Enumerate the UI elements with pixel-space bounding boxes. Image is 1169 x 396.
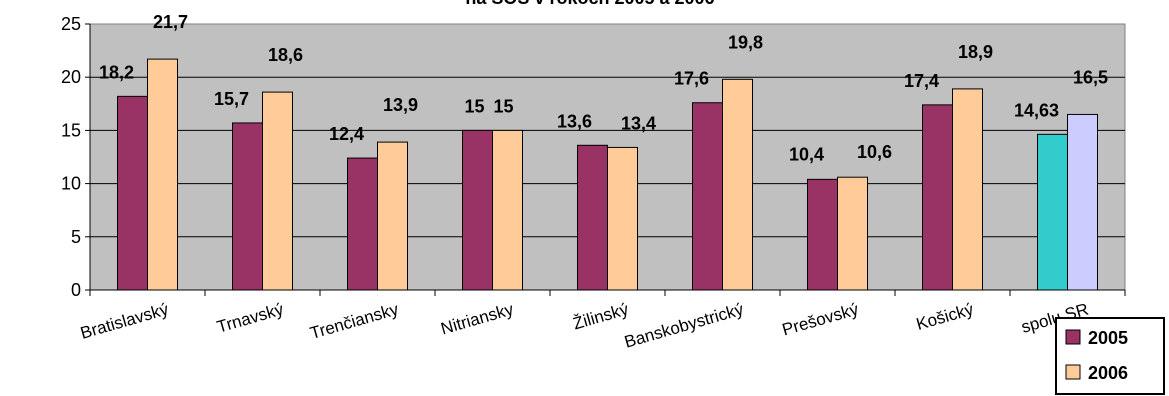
legend-label-2005: 2005 bbox=[1088, 328, 1128, 348]
data-label-2005: 18,2 bbox=[99, 62, 134, 82]
data-label-2006: 13,9 bbox=[383, 95, 418, 115]
data-label-2006: 21,7 bbox=[153, 12, 188, 32]
data-label-2006: 15 bbox=[493, 96, 513, 116]
legend-swatch-2005 bbox=[1065, 329, 1081, 345]
category-label: Prešovský bbox=[780, 299, 861, 339]
bar-2006 bbox=[262, 91, 293, 291]
bar-2006 bbox=[952, 88, 983, 291]
data-label-2006: 19,8 bbox=[728, 32, 763, 52]
category-label: Trenčiansky bbox=[308, 299, 401, 342]
legend-label-2006: 2006 bbox=[1088, 363, 1128, 383]
category-label: Banskobystrický bbox=[622, 299, 746, 351]
data-label-2005: 14,63 bbox=[1014, 100, 1059, 120]
bar-2006 bbox=[607, 146, 638, 291]
data-label-2006: 13,4 bbox=[621, 113, 656, 133]
data-label-2006: 18,6 bbox=[268, 45, 303, 65]
data-label-2005: 17,6 bbox=[674, 69, 709, 89]
data-label-2005: 17,4 bbox=[904, 71, 939, 91]
bar-2006 bbox=[722, 78, 753, 291]
data-label-2006: 16,5 bbox=[1073, 67, 1108, 87]
data-label-2005: 10,4 bbox=[789, 144, 824, 164]
data-label-2006: 10,6 bbox=[857, 142, 892, 162]
y-tick-label: 0 bbox=[71, 280, 81, 300]
category-label: Nitriansky bbox=[439, 299, 516, 338]
y-tick-label: 15 bbox=[61, 120, 81, 140]
bar-2006 bbox=[147, 58, 178, 291]
bar-2006 bbox=[837, 176, 868, 291]
data-label-2006: 18,9 bbox=[958, 42, 993, 62]
bar-2005 bbox=[232, 122, 263, 291]
y-tick-label: 10 bbox=[61, 174, 81, 194]
y-tick-label: 5 bbox=[71, 227, 81, 247]
bar-2005 bbox=[692, 102, 723, 291]
category-label: Trnavský bbox=[215, 299, 286, 336]
bar-2005 bbox=[347, 157, 378, 291]
bar-2006 bbox=[377, 141, 408, 291]
y-tick-label: 20 bbox=[61, 67, 81, 87]
bar-2006 bbox=[492, 129, 523, 291]
category-label: Košický bbox=[914, 299, 976, 334]
data-label-2005: 12,4 bbox=[329, 124, 364, 144]
data-label-2005: 15,7 bbox=[214, 89, 249, 109]
data-label-2005: 15 bbox=[464, 96, 484, 116]
data-label-2005: 13,6 bbox=[557, 111, 592, 131]
bar-2006 bbox=[1067, 113, 1098, 291]
y-tick-label: 25 bbox=[61, 14, 81, 34]
bar-2005 bbox=[807, 178, 838, 291]
category-label: Bratislavský bbox=[78, 299, 171, 342]
legend-swatch-2006 bbox=[1065, 364, 1081, 380]
chart-title: na SOŠ v rokoch 2005 a 2006 bbox=[465, 0, 714, 8]
bar-2005 bbox=[577, 144, 608, 291]
category-label: Žilinský bbox=[571, 299, 631, 333]
bar-2005 bbox=[922, 104, 953, 291]
bar-2005 bbox=[1037, 133, 1068, 291]
bar-2005 bbox=[462, 129, 493, 291]
bar-2005 bbox=[117, 95, 148, 291]
